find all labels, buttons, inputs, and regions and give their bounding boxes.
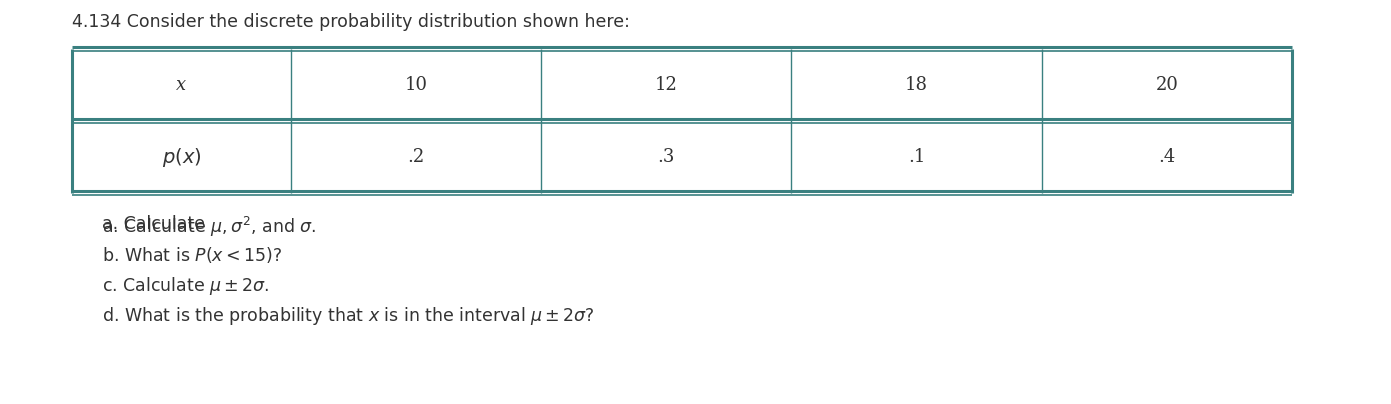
Text: .4: .4 <box>1159 148 1175 166</box>
Text: a. Calculate $\mu, \sigma^2$, and $\sigma$.: a. Calculate $\mu, \sigma^2$, and $\sigm… <box>102 215 316 239</box>
Text: d. What is the probability that $x$ is in the interval $\mu \pm 2\sigma$?: d. What is the probability that $x$ is i… <box>102 305 595 327</box>
Text: .1: .1 <box>908 148 925 166</box>
Text: c. Calculate $\mu \pm 2\sigma$.: c. Calculate $\mu \pm 2\sigma$. <box>102 275 270 297</box>
Text: 12: 12 <box>655 76 677 94</box>
Text: 10: 10 <box>405 76 427 94</box>
Text: b. What is $P(x < 15)$?: b. What is $P(x < 15)$? <box>102 245 282 265</box>
Text: 4.134 Consider the discrete probability distribution shown here:: 4.134 Consider the discrete probability … <box>72 13 630 31</box>
Text: a. Calculate: a. Calculate <box>102 215 210 233</box>
Text: 20: 20 <box>1156 76 1178 94</box>
Text: .2: .2 <box>408 148 424 166</box>
Text: x: x <box>177 76 186 94</box>
Text: $p(x)$: $p(x)$ <box>161 145 202 168</box>
Text: .3: .3 <box>658 148 675 166</box>
Text: 18: 18 <box>906 76 928 94</box>
